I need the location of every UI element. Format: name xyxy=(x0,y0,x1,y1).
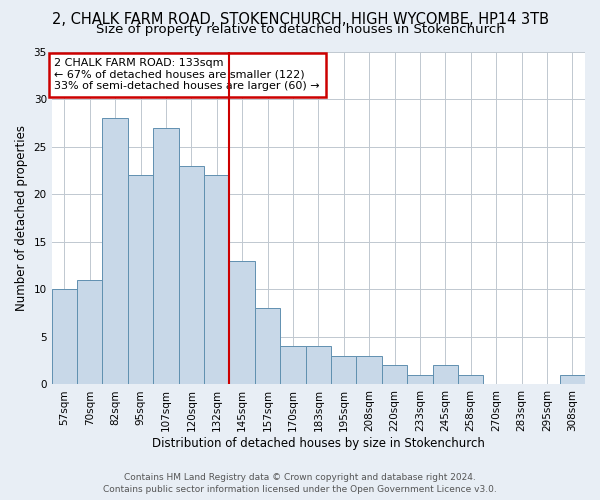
Bar xyxy=(382,366,407,384)
Bar xyxy=(128,175,153,384)
Text: Contains HM Land Registry data © Crown copyright and database right 2024.
Contai: Contains HM Land Registry data © Crown c… xyxy=(103,472,497,494)
X-axis label: Distribution of detached houses by size in Stokenchurch: Distribution of detached houses by size … xyxy=(152,437,485,450)
Bar xyxy=(560,375,585,384)
Bar xyxy=(433,366,458,384)
Text: 2 CHALK FARM ROAD: 133sqm
← 67% of detached houses are smaller (122)
33% of semi: 2 CHALK FARM ROAD: 133sqm ← 67% of detac… xyxy=(55,58,320,92)
Bar xyxy=(204,175,229,384)
Bar xyxy=(407,375,433,384)
Y-axis label: Number of detached properties: Number of detached properties xyxy=(15,125,28,311)
Text: 2, CHALK FARM ROAD, STOKENCHURCH, HIGH WYCOMBE, HP14 3TB: 2, CHALK FARM ROAD, STOKENCHURCH, HIGH W… xyxy=(52,12,548,28)
Bar xyxy=(52,290,77,384)
Bar xyxy=(153,128,179,384)
Bar xyxy=(356,356,382,384)
Bar xyxy=(179,166,204,384)
Bar xyxy=(103,118,128,384)
Bar xyxy=(458,375,484,384)
Bar xyxy=(331,356,356,384)
Text: Size of property relative to detached houses in Stokenchurch: Size of property relative to detached ho… xyxy=(95,22,505,36)
Bar xyxy=(305,346,331,385)
Bar xyxy=(280,346,305,385)
Bar xyxy=(229,261,255,384)
Bar xyxy=(77,280,103,384)
Bar xyxy=(255,308,280,384)
